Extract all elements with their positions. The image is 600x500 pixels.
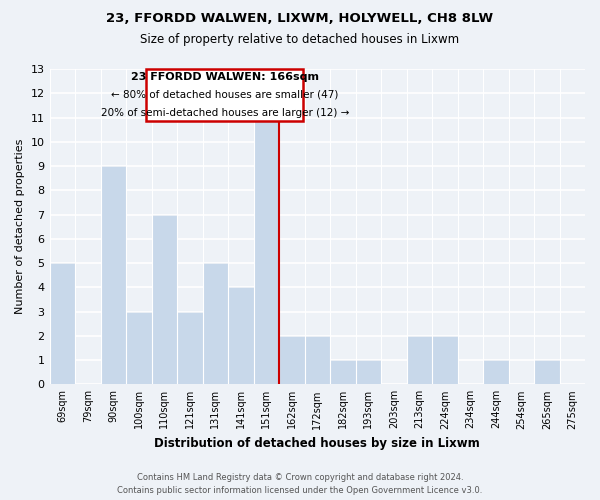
Text: 23 FFORDD WALWEN: 166sqm: 23 FFORDD WALWEN: 166sqm: [131, 72, 319, 83]
FancyBboxPatch shape: [146, 69, 303, 121]
Bar: [279, 336, 305, 384]
Bar: [203, 263, 228, 384]
Bar: [228, 288, 254, 384]
Bar: [101, 166, 126, 384]
Bar: [356, 360, 381, 384]
Text: Size of property relative to detached houses in Lixwm: Size of property relative to detached ho…: [140, 32, 460, 46]
Bar: [50, 263, 75, 384]
Bar: [483, 360, 509, 384]
Bar: [126, 312, 152, 384]
Text: ← 80% of detached houses are smaller (47): ← 80% of detached houses are smaller (47…: [111, 90, 338, 100]
Bar: [254, 118, 279, 384]
Y-axis label: Number of detached properties: Number of detached properties: [15, 139, 25, 314]
Bar: [432, 336, 458, 384]
Bar: [330, 360, 356, 384]
Bar: [152, 214, 177, 384]
X-axis label: Distribution of detached houses by size in Lixwm: Distribution of detached houses by size …: [154, 437, 480, 450]
Text: 23, FFORDD WALWEN, LIXWM, HOLYWELL, CH8 8LW: 23, FFORDD WALWEN, LIXWM, HOLYWELL, CH8 …: [106, 12, 494, 26]
Bar: [534, 360, 560, 384]
Text: 20% of semi-detached houses are larger (12) →: 20% of semi-detached houses are larger (…: [101, 108, 349, 118]
Text: Contains HM Land Registry data © Crown copyright and database right 2024.
Contai: Contains HM Land Registry data © Crown c…: [118, 473, 482, 495]
Bar: [407, 336, 432, 384]
Bar: [177, 312, 203, 384]
Bar: [305, 336, 330, 384]
